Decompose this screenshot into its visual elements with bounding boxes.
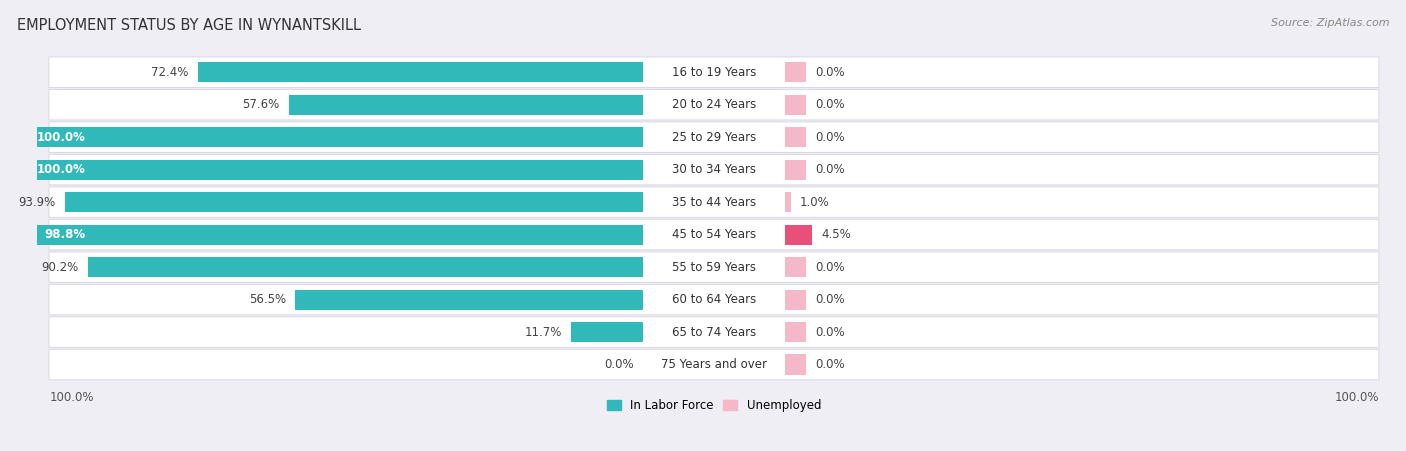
Bar: [89, 257, 643, 277]
Text: 0.0%: 0.0%: [605, 358, 634, 371]
Bar: [28, 160, 643, 179]
Bar: [288, 95, 643, 115]
Text: 100.0%: 100.0%: [1334, 391, 1379, 404]
Text: 1.0%: 1.0%: [800, 196, 830, 209]
Text: 55 to 59 Years: 55 to 59 Years: [672, 261, 756, 274]
Text: 0.0%: 0.0%: [815, 326, 845, 339]
Bar: [65, 192, 643, 212]
Bar: [785, 95, 806, 115]
Bar: [785, 225, 813, 245]
Bar: [197, 62, 643, 82]
Bar: [571, 322, 643, 342]
Bar: [295, 290, 643, 310]
Text: 56.5%: 56.5%: [249, 293, 287, 306]
Text: 0.0%: 0.0%: [815, 261, 845, 274]
Bar: [785, 192, 792, 212]
FancyBboxPatch shape: [49, 154, 1379, 185]
FancyBboxPatch shape: [49, 57, 1379, 87]
Text: 93.9%: 93.9%: [18, 196, 56, 209]
Text: 57.6%: 57.6%: [242, 98, 280, 111]
Text: 4.5%: 4.5%: [821, 228, 852, 241]
Text: 16 to 19 Years: 16 to 19 Years: [672, 66, 756, 78]
Bar: [785, 62, 806, 82]
Text: 100.0%: 100.0%: [37, 131, 86, 144]
Text: 0.0%: 0.0%: [815, 163, 845, 176]
Text: 20 to 24 Years: 20 to 24 Years: [672, 98, 756, 111]
Text: 60 to 64 Years: 60 to 64 Years: [672, 293, 756, 306]
FancyBboxPatch shape: [49, 317, 1379, 347]
Text: 90.2%: 90.2%: [42, 261, 79, 274]
Text: 72.4%: 72.4%: [150, 66, 188, 78]
Bar: [785, 322, 806, 342]
Text: 0.0%: 0.0%: [815, 293, 845, 306]
Text: Source: ZipAtlas.com: Source: ZipAtlas.com: [1271, 18, 1389, 28]
Bar: [785, 192, 792, 212]
FancyBboxPatch shape: [49, 219, 1379, 250]
Text: 0.0%: 0.0%: [815, 131, 845, 144]
Text: EMPLOYMENT STATUS BY AGE IN WYNANTSKILL: EMPLOYMENT STATUS BY AGE IN WYNANTSKILL: [17, 18, 361, 33]
Text: 0.0%: 0.0%: [815, 98, 845, 111]
FancyBboxPatch shape: [49, 89, 1379, 120]
FancyBboxPatch shape: [49, 252, 1379, 282]
Bar: [785, 290, 806, 310]
FancyBboxPatch shape: [49, 122, 1379, 152]
Text: 65 to 74 Years: 65 to 74 Years: [672, 326, 756, 339]
Text: 11.7%: 11.7%: [524, 326, 562, 339]
Text: 45 to 54 Years: 45 to 54 Years: [672, 228, 756, 241]
FancyBboxPatch shape: [49, 349, 1379, 380]
Text: 98.8%: 98.8%: [44, 228, 86, 241]
Text: 0.0%: 0.0%: [815, 66, 845, 78]
Bar: [785, 354, 806, 375]
Bar: [35, 225, 643, 245]
Text: 25 to 29 Years: 25 to 29 Years: [672, 131, 756, 144]
Bar: [28, 127, 643, 147]
Bar: [785, 127, 806, 147]
Text: 100.0%: 100.0%: [37, 163, 86, 176]
Text: 0.0%: 0.0%: [815, 358, 845, 371]
Bar: [785, 160, 806, 179]
Text: 75 Years and over: 75 Years and over: [661, 358, 766, 371]
Legend: In Labor Force, Unemployed: In Labor Force, Unemployed: [602, 394, 825, 417]
Text: 35 to 44 Years: 35 to 44 Years: [672, 196, 756, 209]
FancyBboxPatch shape: [49, 187, 1379, 217]
Text: 30 to 34 Years: 30 to 34 Years: [672, 163, 756, 176]
Bar: [785, 225, 813, 245]
Text: 100.0%: 100.0%: [49, 391, 94, 404]
Bar: [785, 257, 806, 277]
FancyBboxPatch shape: [49, 284, 1379, 315]
